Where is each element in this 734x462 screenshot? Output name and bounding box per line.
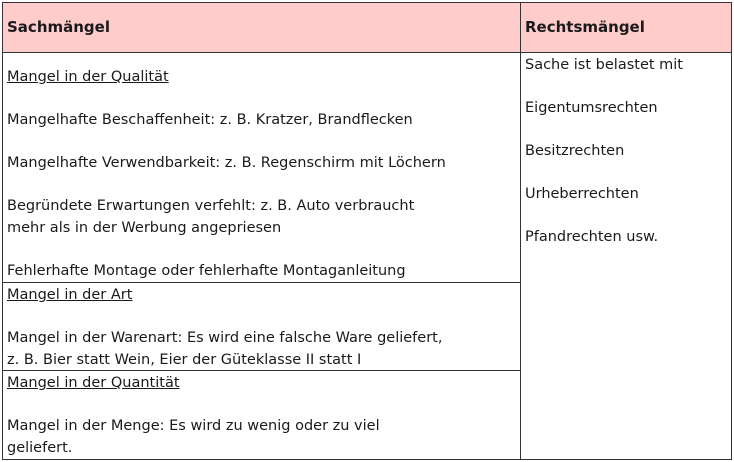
header-sachmaengel-label: Sachmängel [7,17,110,36]
spacer [7,89,520,111]
cell-mangel-art: Mangel in der Art Mangel in der Warenart:… [2,282,521,371]
spacer [7,132,520,154]
list-item: Urheberrechten [525,186,639,202]
list-item: Mangelhafte Verwendbarkeit: z. B. Regens… [7,155,446,171]
spacer [525,163,731,185]
list-item: Eigentumsrechten [525,100,658,116]
cell-mangel-qualitaet: Mangel in der Qualität Mangelhafte Bescha… [2,52,521,283]
list-item: Begründete Erwartungen verfehlt: z. B. A… [7,198,415,214]
spacer [7,395,520,417]
list-item: Mangelhafte Beschaffenheit: z. B. Kratze… [7,112,413,128]
spacer [7,239,520,261]
header-rechtsmaengel-label: Rechtsmängel [525,17,645,36]
spacer [525,77,731,99]
list-item: Sache ist belastet mit [525,57,683,73]
spacer [525,206,731,228]
list-item: geliefert. [7,439,73,456]
list-item: Mangel in der Warenart: Es wird eine fal… [7,330,443,346]
list-item: Mangel in der Menge: Es wird zu wenig od… [7,418,380,434]
section-title: Mangel in der Qualität [7,69,169,85]
list-item: Besitzrechten [525,143,625,159]
spacer [7,307,520,329]
section-title: Mangel in der Quantität [7,375,180,391]
cell-mangel-quantitaet: Mangel in der Quantität Mangel in der Men… [2,370,521,460]
section-title: Mangel in der Art [7,287,133,303]
list-item: z. B. Bier statt Wein, Eier der Güteklas… [7,351,362,368]
list-item: Pfandrechten usw. [525,229,659,245]
spacer [525,120,731,142]
header-sachmaengel: Sachmängel [2,2,521,53]
cell-rechtsmaengel: Sache ist belastet mit Eigentumsrechten Be… [520,52,732,460]
header-rechtsmaengel: Rechtsmängel [520,2,732,53]
list-item: mehr als in der Werbung angepriesen [7,219,282,236]
spacer [7,175,520,197]
list-item: Fehlerhafte Montage oder fehlerhafte Mon… [7,262,406,279]
